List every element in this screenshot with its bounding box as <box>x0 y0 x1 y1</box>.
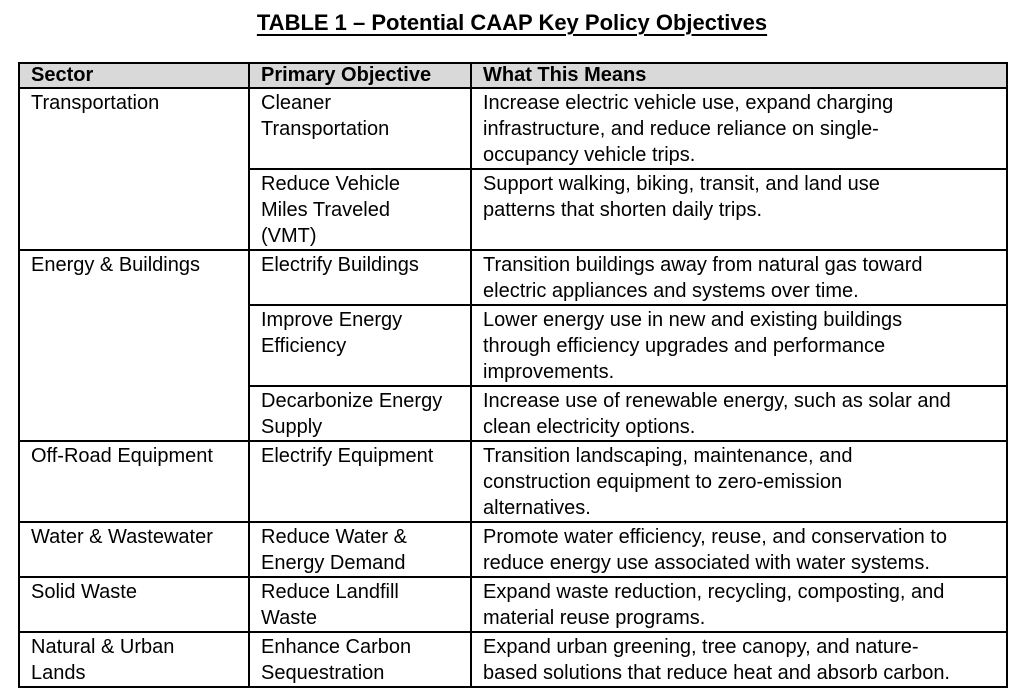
means-cell: Increase electric vehicle use, expand ch… <box>470 87 1008 170</box>
means-cell: Expand waste reduction, recycling, compo… <box>470 576 1008 633</box>
objective-cell: Improve Energy Efficiency <box>248 304 472 387</box>
means-cell: Expand urban greening, tree canopy, and … <box>470 631 1008 688</box>
objective-cell: Reduce Landfill Waste <box>248 576 472 633</box>
objective-cell: Reduce Water & Energy Demand <box>248 521 472 578</box>
table-row: Decarbonize Energy Supply Increase use o… <box>19 385 1008 442</box>
sector-cell: Transportation <box>18 87 250 251</box>
table-row: Water & Wastewater Reduce Water & Energy… <box>18 521 1008 578</box>
table-row: Energy & Buildings Electrify Buildings T… <box>18 249 1008 442</box>
objective-cell: Electrify Equipment <box>248 440 472 523</box>
objective-cell: Enhance Carbon Sequestration <box>248 631 472 688</box>
table-row: Natural & Urban Lands Enhance Carbon Seq… <box>18 631 1008 688</box>
table-row: Improve Energy Efficiency Lower energy u… <box>19 304 1008 387</box>
means-cell: Transition buildings away from natural g… <box>470 249 1008 306</box>
objective-cell: Cleaner Transportation <box>248 87 472 170</box>
policy-objectives-table: Sector Primary Objective What This Means… <box>18 62 1008 688</box>
sector-cell: Off-Road Equipment <box>18 440 250 523</box>
objective-cell: Decarbonize Energy Supply <box>248 385 472 442</box>
objective-cell: Electrify Buildings <box>248 249 472 306</box>
table-row: Transportation Cleaner Transportation In… <box>18 87 1008 251</box>
table-row: Reduce Vehicle Miles Traveled (VMT) Supp… <box>19 168 1008 251</box>
table-header-row: Sector Primary Objective What This Means <box>18 62 1008 89</box>
objective-cell: Reduce Vehicle Miles Traveled (VMT) <box>248 168 472 251</box>
sector-cell: Water & Wastewater <box>18 521 250 578</box>
means-cell: Promote water efficiency, reuse, and con… <box>470 521 1008 578</box>
means-cell: Increase use of renewable energy, such a… <box>470 385 1008 442</box>
means-cell: Lower energy use in new and existing bui… <box>470 304 1008 387</box>
means-cell: Transition landscaping, maintenance, and… <box>470 440 1008 523</box>
means-cell: Support walking, biking, transit, and la… <box>470 168 1008 251</box>
sector-cell: Energy & Buildings <box>18 249 250 442</box>
column-header-what-this-means: What This Means <box>470 62 1008 89</box>
column-header-primary-objective: Primary Objective <box>248 62 472 89</box>
column-header-sector: Sector <box>18 62 250 89</box>
sector-cell: Natural & Urban Lands <box>18 631 250 688</box>
table-row: Solid Waste Reduce Landfill Waste Expand… <box>18 576 1008 633</box>
table-row: Off-Road Equipment Electrify Equipment T… <box>18 440 1008 523</box>
sector-cell: Solid Waste <box>18 576 250 633</box>
page-title: TABLE 1 – Potential CAAP Key Policy Obje… <box>256 10 768 35</box>
